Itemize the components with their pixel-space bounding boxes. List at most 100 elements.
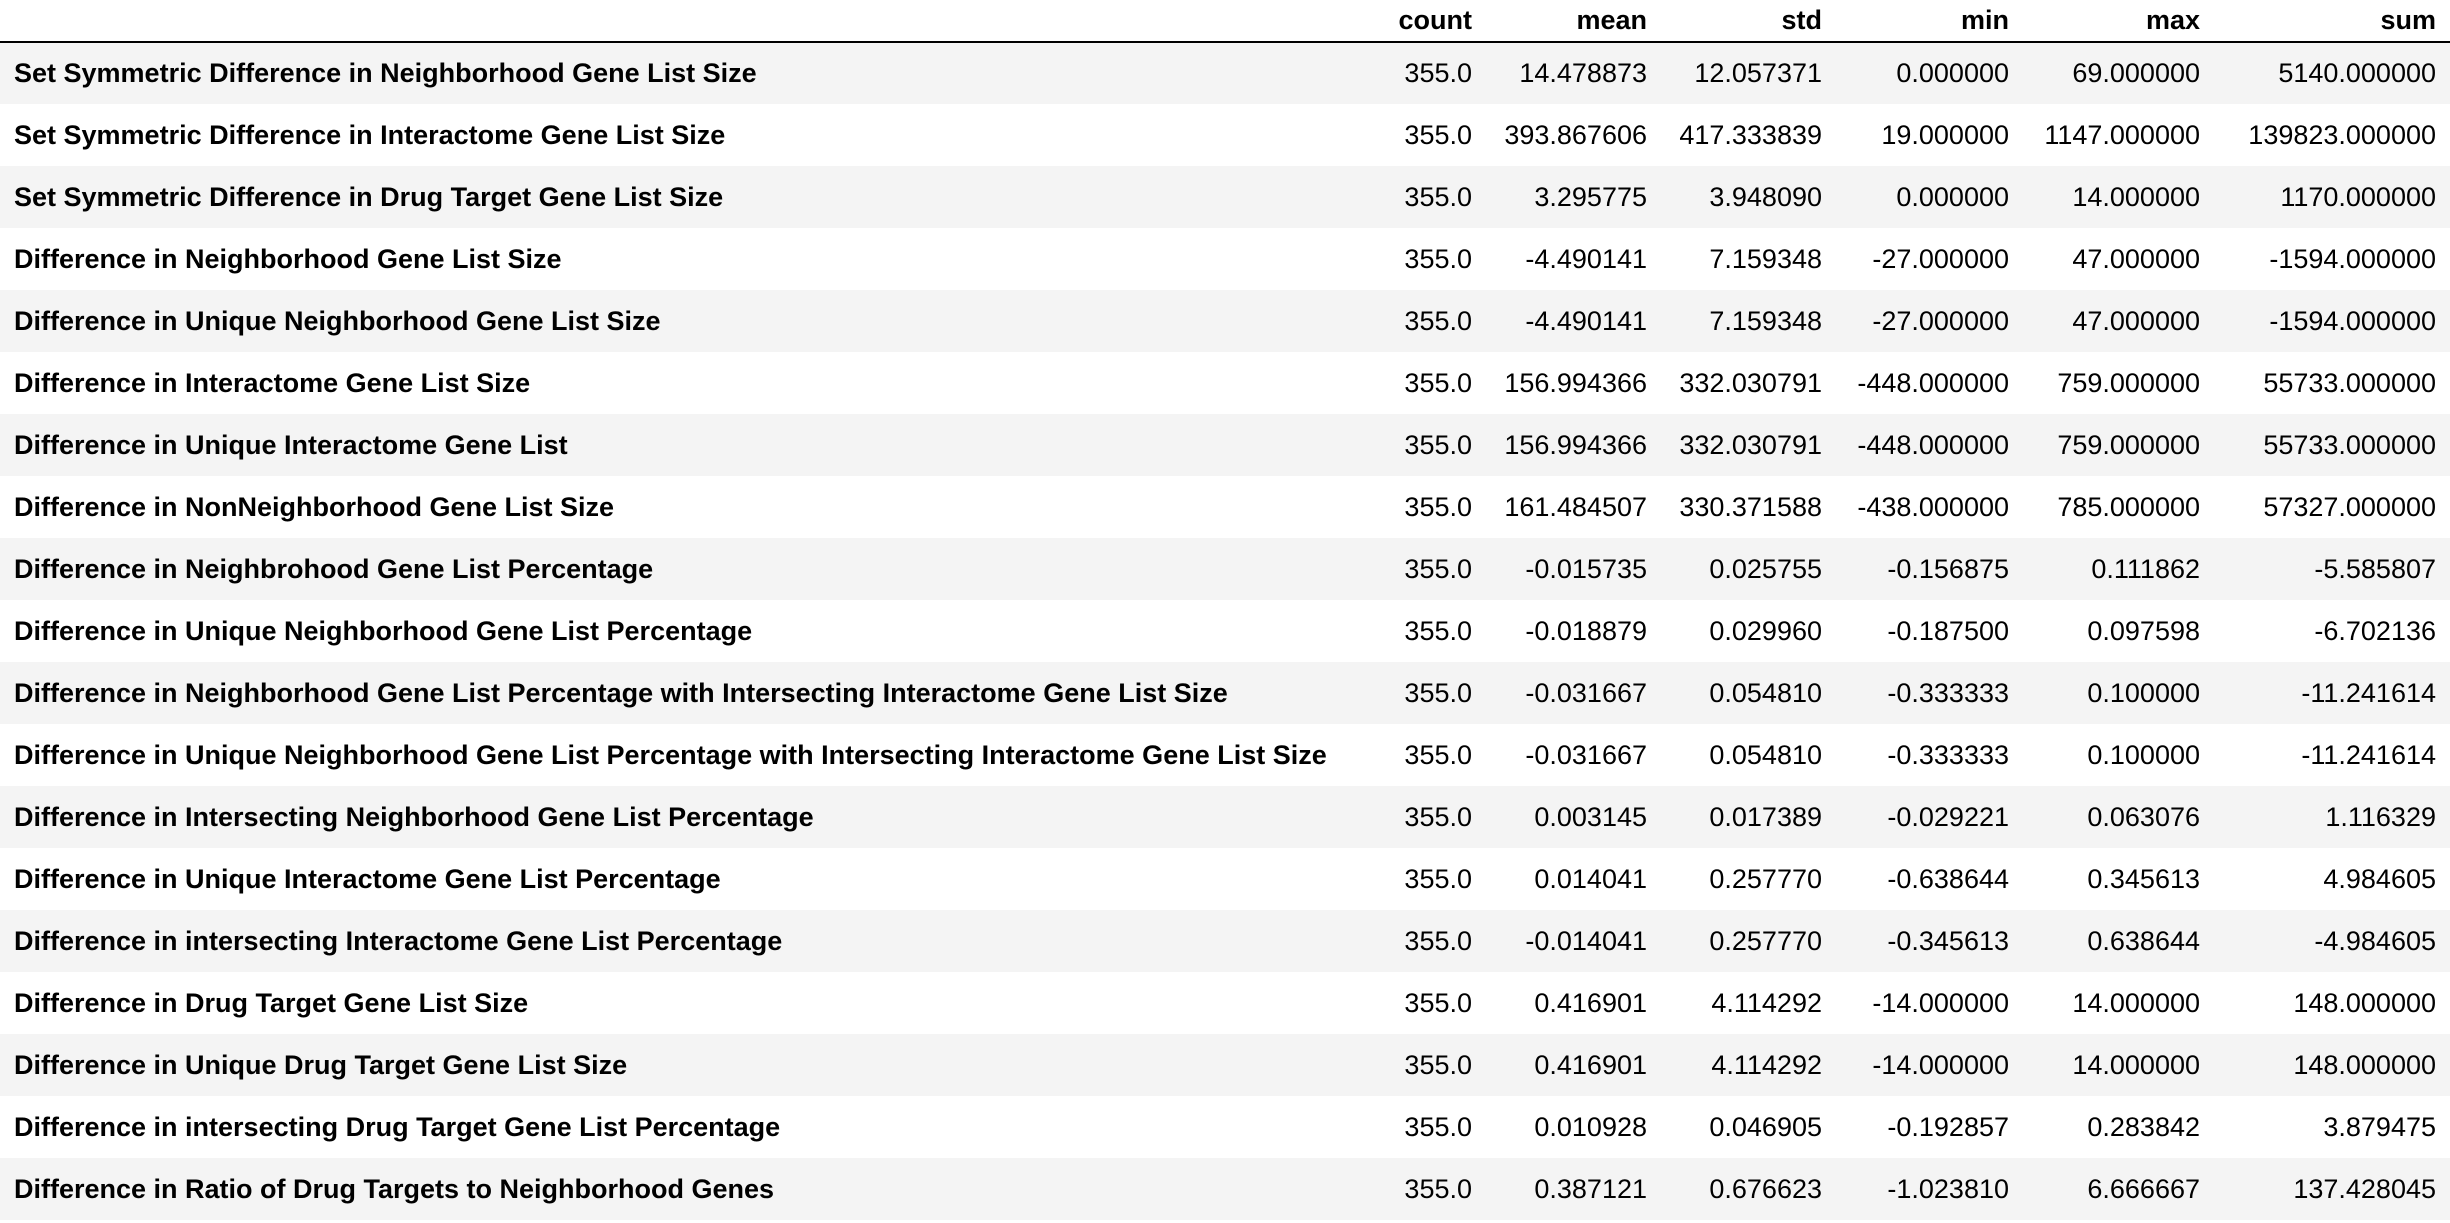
cell-max: 0.283842: [2087, 1111, 2200, 1142]
cell-mean: 0.416901: [1534, 987, 1647, 1018]
cell-min: -0.029221: [1887, 801, 2009, 832]
cell-std: 417.333839: [1679, 119, 1822, 150]
cell-count: 355.0: [1404, 243, 1472, 274]
cell-mean: -0.015735: [1525, 553, 1647, 584]
cell-std: 0.054810: [1709, 739, 1822, 770]
cell-min: 0.000000: [1896, 58, 2009, 88]
cell-mean: 0.387121: [1534, 1173, 1647, 1204]
cell-max: 0.097598: [2087, 615, 2200, 646]
table-row: Difference in Ratio of Drug Targets to N…: [0, 1158, 2450, 1220]
header-row: count mean std min max sum: [0, 0, 2450, 42]
table-row: Difference in Unique Neighborhood Gene L…: [0, 600, 2450, 662]
cell-sum: -1594.000000: [2269, 305, 2436, 336]
row-label: Difference in Unique Interactome Gene Li…: [14, 429, 568, 460]
cell-max: 0.111862: [2091, 553, 2200, 584]
cell-min: -14.000000: [1872, 1049, 2009, 1080]
cell-count: 355.0: [1404, 1049, 1472, 1080]
cell-mean: 156.994366: [1504, 429, 1647, 460]
table-row: Difference in intersecting Interactome G…: [0, 910, 2450, 972]
cell-sum: -6.702136: [2314, 615, 2436, 646]
cell-min: -0.156875: [1887, 553, 2009, 584]
cell-count: 355.0: [1404, 553, 1472, 584]
cell-mean: 0.010928: [1534, 1111, 1647, 1142]
row-label: Difference in Unique Interactome Gene Li…: [14, 863, 721, 894]
cell-max: 14.000000: [2072, 1049, 2200, 1080]
table-row: Set Symmetric Difference in Drug Target …: [0, 166, 2450, 228]
cell-max: 0.638644: [2087, 925, 2200, 956]
row-label: Difference in Intersecting Neighborhood …: [14, 801, 814, 832]
cell-count: 355.0: [1404, 305, 1472, 336]
table-row: Difference in Unique Neighborhood Gene L…: [0, 290, 2450, 352]
cell-max: 6.666667: [2087, 1173, 2200, 1204]
cell-max: 69.000000: [2072, 58, 2200, 88]
cell-min: -0.192857: [1887, 1111, 2009, 1142]
cell-mean: -4.490141: [1525, 243, 1647, 274]
cell-mean: 0.003145: [1534, 801, 1647, 832]
cell-count: 355.0: [1404, 58, 1472, 88]
cell-std: 0.257770: [1709, 863, 1822, 894]
table-row: Difference in Neighbrohood Gene List Per…: [0, 538, 2450, 600]
table-row: Difference in Unique Interactome Gene Li…: [0, 414, 2450, 476]
table-row: Difference in Interactome Gene List Size…: [0, 352, 2450, 414]
header-min: min: [1960, 5, 2009, 35]
row-label: Difference in Unique Neighborhood Gene L…: [14, 739, 1327, 770]
cell-count: 355.0: [1404, 987, 1472, 1018]
cell-sum: 5140.000000: [2278, 58, 2436, 88]
cell-std: 0.025755: [1709, 553, 1822, 584]
cell-sum: 137.428045: [2293, 1173, 2436, 1204]
cell-sum: -1594.000000: [2269, 243, 2436, 274]
cell-sum: 57327.000000: [2263, 491, 2436, 522]
cell-min: -0.638644: [1887, 863, 2009, 894]
table-header: count mean std min max sum: [0, 0, 2450, 42]
cell-count: 355.0: [1404, 491, 1472, 522]
cell-min: -0.333333: [1887, 739, 2009, 770]
cell-count: 355.0: [1404, 925, 1472, 956]
cell-min: -438.000000: [1857, 491, 2009, 522]
cell-max: 0.100000: [2087, 739, 2200, 770]
cell-max: 14.000000: [2072, 181, 2200, 212]
cell-count: 355.0: [1404, 367, 1472, 398]
cell-mean: -0.031667: [1525, 677, 1647, 708]
cell-max: 0.063076: [2087, 801, 2200, 832]
cell-mean: 0.014041: [1534, 863, 1647, 894]
cell-sum: -11.241614: [2301, 677, 2436, 708]
cell-mean: 3.295775: [1534, 181, 1647, 212]
cell-mean: -4.490141: [1525, 305, 1647, 336]
cell-max: 0.345613: [2087, 863, 2200, 894]
cell-count: 355.0: [1404, 863, 1472, 894]
cell-std: 4.114292: [1711, 1049, 1822, 1080]
cell-std: 0.017389: [1709, 801, 1822, 832]
row-label: Difference in Ratio of Drug Targets to N…: [14, 1173, 775, 1204]
header-max: max: [2145, 5, 2200, 35]
cell-sum: 148.000000: [2293, 1049, 2436, 1080]
header-index-blank: [0, 0, 1388, 42]
cell-mean: 393.867606: [1504, 119, 1647, 150]
header-sum: sum: [2380, 5, 2436, 35]
cell-sum: -4.984605: [2314, 925, 2436, 956]
cell-count: 355.0: [1404, 429, 1472, 460]
table-row: Difference in Intersecting Neighborhood …: [0, 786, 2450, 848]
table-row: Difference in Drug Target Gene List Size…: [0, 972, 2450, 1034]
header-mean: mean: [1576, 5, 1647, 35]
cell-min: -0.333333: [1887, 677, 2009, 708]
table-row: Set Symmetric Difference in Neighborhood…: [0, 42, 2450, 104]
cell-std: 0.046905: [1709, 1111, 1822, 1142]
table-row: Set Symmetric Difference in Interactome …: [0, 104, 2450, 166]
cell-min: -14.000000: [1872, 987, 2009, 1018]
cell-sum: 55733.000000: [2263, 429, 2436, 460]
row-label: Set Symmetric Difference in Interactome …: [14, 119, 726, 150]
row-label: Difference in Neighborhood Gene List Per…: [14, 677, 1228, 708]
row-label: Difference in Unique Drug Target Gene Li…: [14, 1049, 628, 1080]
table-body: Set Symmetric Difference in Neighborhood…: [0, 42, 2450, 1220]
cell-mean: 161.484507: [1504, 491, 1647, 522]
cell-min: -0.345613: [1887, 925, 2009, 956]
cell-max: 0.100000: [2087, 677, 2200, 708]
cell-min: 0.000000: [1896, 181, 2009, 212]
cell-std: 7.159348: [1709, 305, 1822, 336]
cell-mean: 14.478873: [1519, 58, 1647, 88]
cell-min: -448.000000: [1857, 367, 2009, 398]
row-label: Difference in Drug Target Gene List Size: [14, 987, 529, 1018]
cell-min: -1.023810: [1887, 1173, 2009, 1204]
header-std: std: [1781, 5, 1823, 35]
